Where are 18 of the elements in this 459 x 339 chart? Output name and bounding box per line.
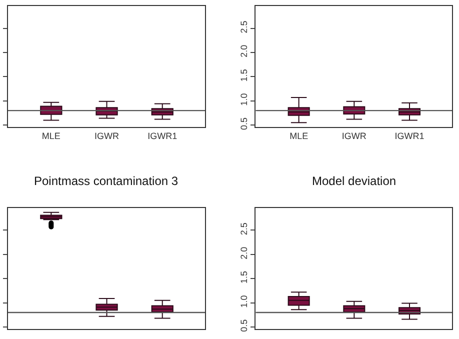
x-tick-label: IGWR1: [148, 130, 178, 141]
y-tick-label: 1.0: [239, 295, 250, 308]
y-tick-label: 2.0: [239, 246, 250, 260]
chart-title: Model deviation: [312, 174, 396, 188]
x-tick-label: MLE: [290, 130, 308, 141]
x-tick-label: IGWR: [342, 130, 367, 141]
y-tick-label: 0.5: [239, 117, 250, 130]
x-tick-label: IGWR: [94, 130, 120, 141]
x-tick-label: IGWR1: [394, 130, 424, 141]
y-tick-label: 1.5: [239, 271, 250, 284]
y-tick-label: 0.5: [239, 319, 250, 332]
y-tick-label: 2.0: [239, 44, 250, 58]
y-tick-label: 2.5: [239, 20, 250, 34]
y-tick-label: 1.0: [239, 93, 250, 106]
y-tick-label: 1.5: [239, 69, 250, 82]
y-tick-label: 2.5: [239, 222, 250, 236]
x-tick-label: MLE: [42, 130, 60, 141]
chart-title: Pointmass contamination 3: [34, 174, 178, 188]
